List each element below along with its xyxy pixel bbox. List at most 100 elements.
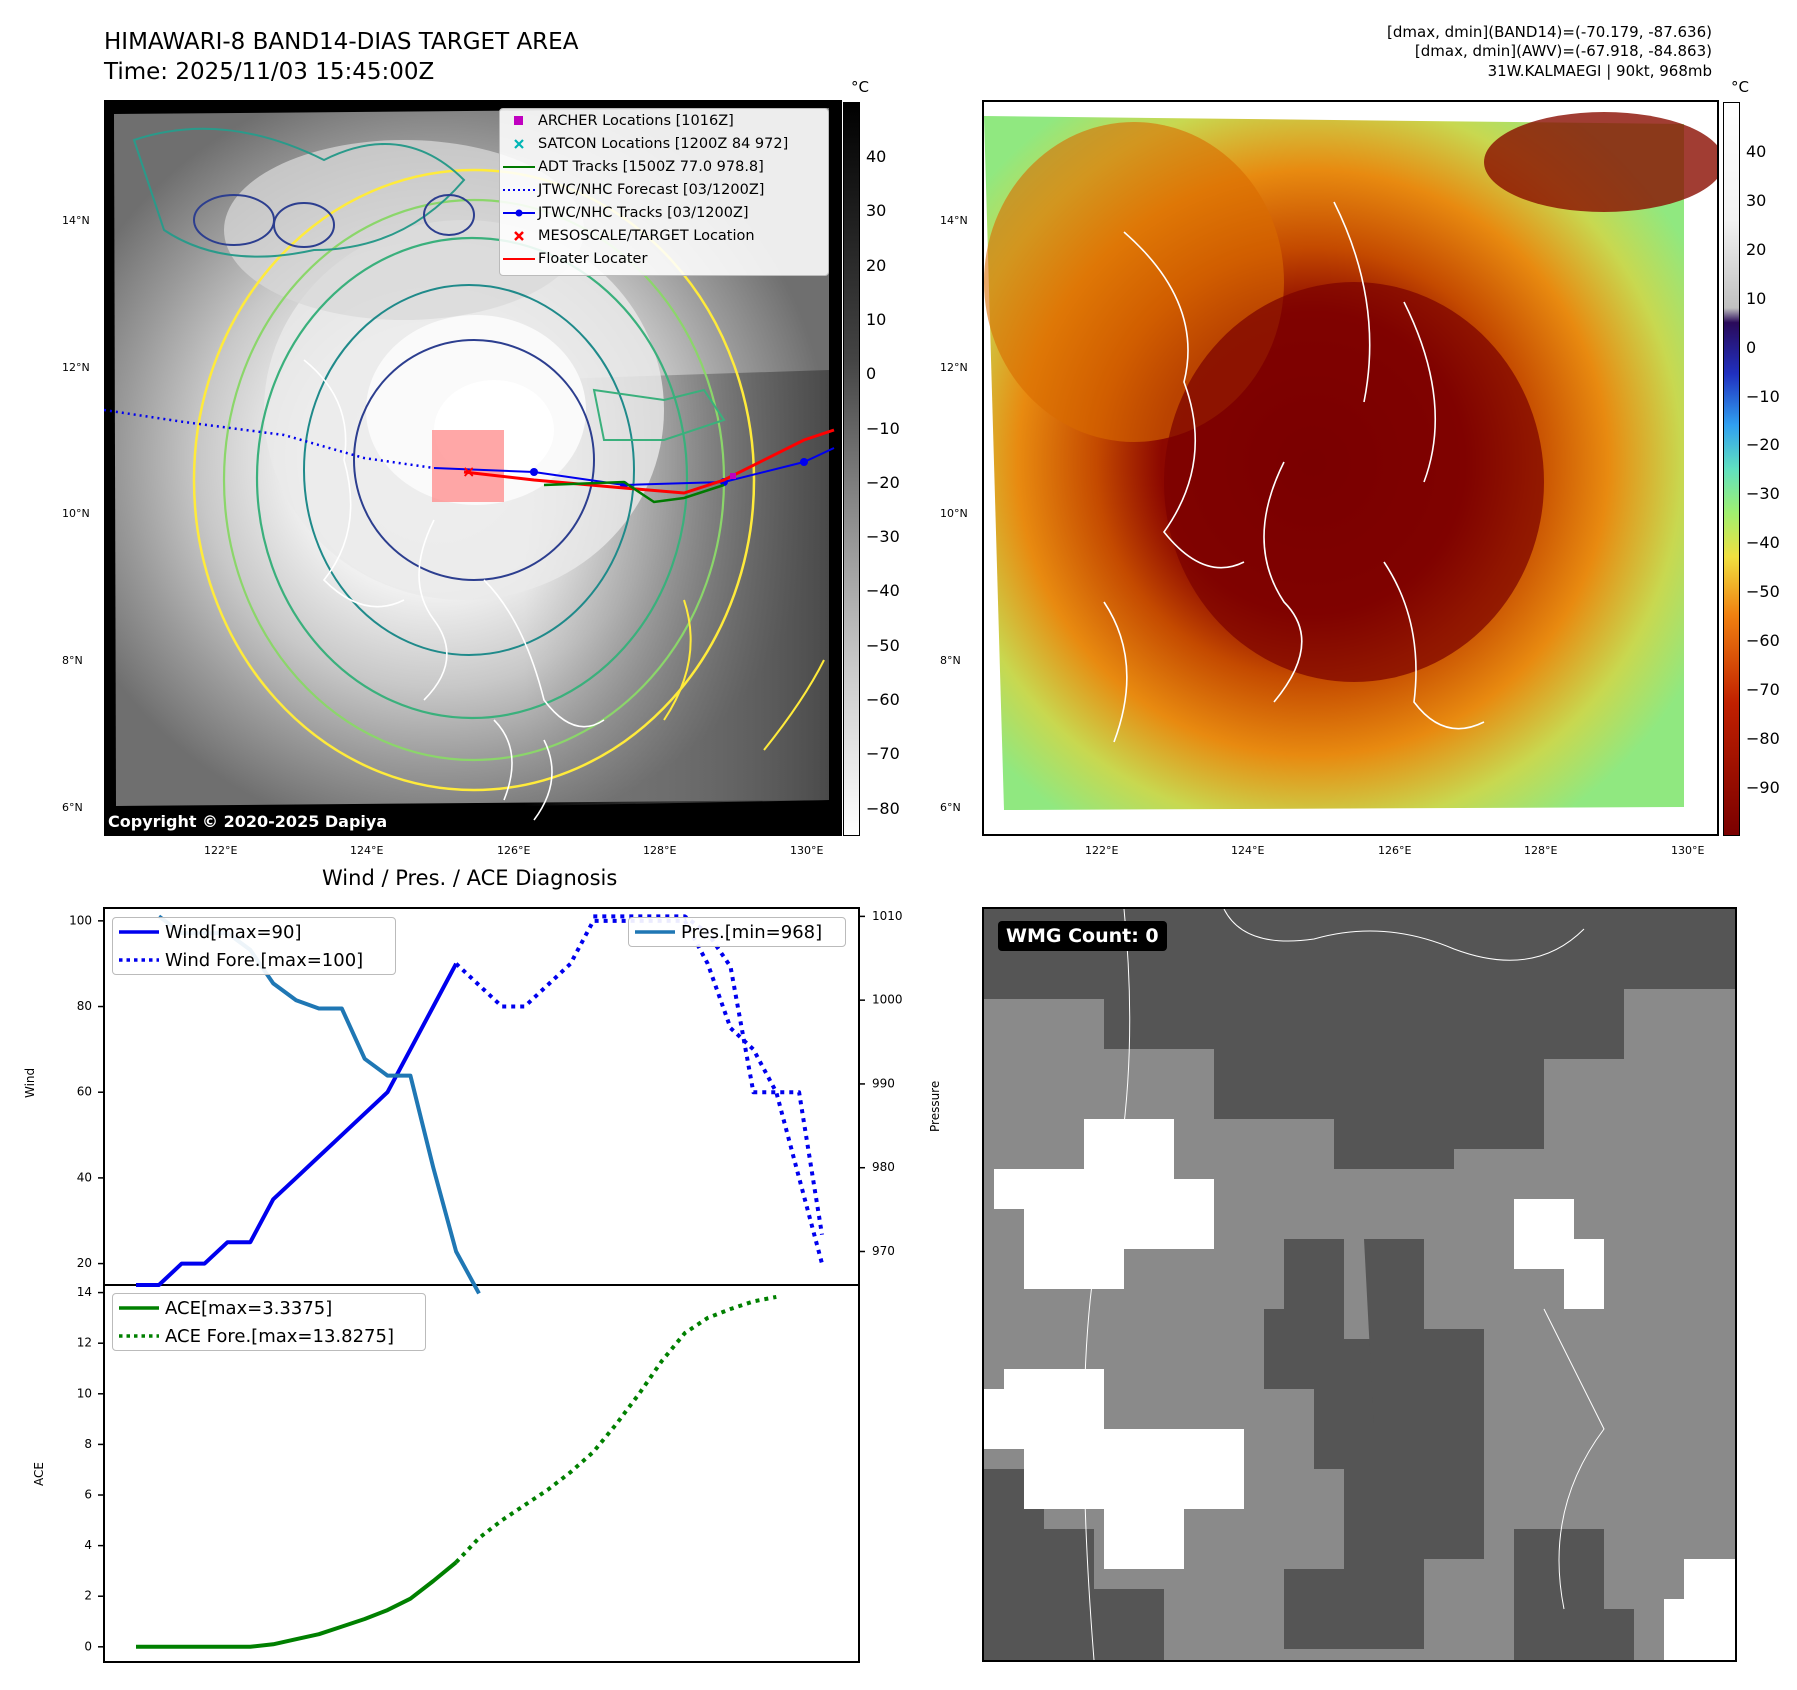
pressure-tick-label: 1000: [872, 993, 903, 1007]
ace-tick-label: 0: [84, 1639, 92, 1653]
lat-label: 8°N: [62, 654, 83, 667]
colorbar-unit-left: °C: [851, 78, 869, 96]
blue-dotted-line-icon: [500, 188, 538, 192]
ace-tick-label: 2: [84, 1589, 92, 1603]
legend-item-archer: ARCHER Locations [1016Z]: [500, 109, 828, 132]
lon-label: 130°E: [790, 844, 824, 857]
lat-label: 8°N: [940, 654, 961, 667]
map-legend: ARCHER Locations [1016Z] SATCON Location…: [499, 108, 829, 276]
lat-label: 12°N: [62, 361, 90, 374]
svg-text:×: ×: [462, 462, 475, 481]
legend-item-wind-forecast: Wind Fore.[max=100]: [113, 946, 395, 974]
wmg-count-badge: WMG Count: 0: [998, 921, 1167, 951]
wmg-panel: WMG Count: 0: [982, 907, 1737, 1662]
ace-tick-label: 10: [77, 1386, 92, 1400]
lat-label: 14°N: [62, 214, 90, 227]
blue-line-icon: [113, 929, 165, 935]
legend-item-wind: Wind[max=90]: [113, 918, 395, 946]
lon-label: 126°E: [1378, 844, 1412, 857]
cyan-x-icon: [500, 138, 538, 150]
ace-axes: [103, 1284, 860, 1663]
legend-item-satcon: SATCON Locations [1200Z 84 972]: [500, 132, 828, 155]
ace-tick-label: 6: [84, 1488, 92, 1502]
lat-label: 10°N: [62, 507, 90, 520]
lat-label: 12°N: [940, 361, 968, 374]
colorbar-left-tick-label: −10: [866, 418, 900, 438]
colorbar-left-tick-label: −30: [866, 527, 900, 547]
ace-tick-label: 4: [84, 1538, 92, 1552]
wind-tick-label: 60: [77, 1085, 92, 1099]
blue-line-dot-icon: [500, 209, 538, 217]
colorbar-right-tick-label: −10: [1746, 386, 1780, 406]
colorbar-right-tick-label: −50: [1746, 582, 1780, 602]
pressure-tick-label: 990: [872, 1076, 895, 1090]
copyright-text: Copyright © 2020-2025 Dapiya: [108, 812, 388, 831]
wmg-imagery: [984, 909, 1735, 1660]
legend-item-pressure: Pres.[min=968]: [629, 918, 845, 946]
green-line-icon: [113, 1305, 165, 1311]
lat-label: 6°N: [940, 801, 961, 814]
lon-label: 130°E: [1671, 844, 1705, 857]
wind-tick-label: 100: [69, 913, 92, 927]
wind-axis-label: Wind: [23, 1067, 37, 1098]
chart-title: Wind / Pres. / ACE Diagnosis: [322, 866, 618, 890]
purple-square-icon: [500, 115, 538, 126]
lon-label: 124°E: [1231, 844, 1265, 857]
pressure-axis-label: Pressure: [928, 1080, 942, 1132]
header-right-line3: 31W.KALMAEGI | 90kt, 968mb: [1487, 62, 1712, 80]
colorbar-left-tick-label: 10: [866, 309, 887, 329]
colorbar-right: [1723, 102, 1740, 836]
red-line-icon: [500, 257, 538, 261]
colorbar-right-tick-label: −30: [1746, 484, 1780, 504]
ace-tick-label: 8: [84, 1437, 92, 1451]
legend-item-jtwc-forecast: JTWC/NHC Forecast [03/1200Z]: [500, 178, 828, 201]
legend-item-adt: ADT Tracks [1500Z 77.0 978.8]: [500, 155, 828, 178]
legend-item-ace-forecast: ACE Fore.[max=13.8275]: [113, 1322, 425, 1350]
green-dotted-line-icon: [113, 1333, 165, 1339]
legend-item-floater: Floater Locater: [500, 247, 828, 270]
lon-label: 126°E: [497, 844, 531, 857]
colorbar-left-tick-label: 20: [866, 255, 887, 275]
dias-map-panel: [982, 100, 1719, 836]
pressure-legend: Pres.[min=968]: [628, 917, 846, 947]
colorbar-right-tick-label: 40: [1746, 142, 1767, 161]
colorbar-right-tick-label: 0: [1746, 337, 1757, 357]
legend-item-ace: ACE[max=3.3375]: [113, 1294, 425, 1322]
lon-label: 122°E: [1085, 844, 1119, 857]
wind-tick-label: 40: [77, 1170, 92, 1184]
colorbar-left-tick-label: 40: [866, 147, 887, 166]
pressure-tick-label: 980: [872, 1160, 895, 1174]
colorbar-left-tick-label: −60: [866, 690, 900, 709]
ace-forecast-line: [454, 1294, 777, 1564]
colorbar-right-tick-label: −60: [1746, 631, 1780, 650]
colorbar-right-tick-label: −90: [1746, 777, 1780, 797]
ace-tick-label: 14: [77, 1285, 92, 1299]
band14-map-panel: × ARCHER Locations [1016Z] SATCON Locati…: [104, 100, 842, 836]
red-x-icon: [500, 230, 538, 242]
colorbar-right-tick-label: −20: [1746, 435, 1780, 455]
colorbar-left-tick-label: −20: [866, 472, 900, 492]
figure-title-line1: HIMAWARI-8 BAND14-DIAS TARGET AREA: [104, 29, 579, 55]
colorbar-left-tick-label: −70: [866, 744, 900, 764]
colorbar-right-tick-label: 30: [1746, 190, 1767, 210]
colorbar-left-tick-label: −50: [866, 635, 900, 655]
colorbar-right-tick-label: −40: [1746, 533, 1780, 553]
lon-label: 128°E: [643, 844, 677, 857]
wind-tick-label: 20: [77, 1256, 92, 1270]
legend-item-mesoscale: MESOSCALE/TARGET Location: [500, 224, 828, 247]
pressure-tick-label: 970: [872, 1244, 895, 1258]
band14-imagery: ×: [104, 102, 835, 836]
pressure-tick-label: 1010: [872, 909, 903, 923]
header-right-line2: [dmax, dmin](AWV)=(-67.918, -84.863): [1414, 42, 1712, 60]
wind-line: [136, 962, 458, 1287]
ace-line: [136, 1560, 458, 1649]
figure-title-line2: Time: 2025/11/03 15:45:00Z: [104, 59, 435, 85]
colorbar-right-tick-label: 10: [1746, 288, 1767, 308]
lon-label: 122°E: [204, 844, 238, 857]
ace-axis-label: ACE: [32, 1462, 46, 1486]
header-right-line1: [dmax, dmin](BAND14)=(-70.179, -87.636): [1387, 23, 1712, 41]
ace-tick-label: 12: [77, 1336, 92, 1350]
colorbar-left-tick-label: −80: [866, 798, 900, 818]
lon-label: 128°E: [1524, 844, 1558, 857]
colorbar-left-tick-label: 0: [866, 364, 877, 384]
